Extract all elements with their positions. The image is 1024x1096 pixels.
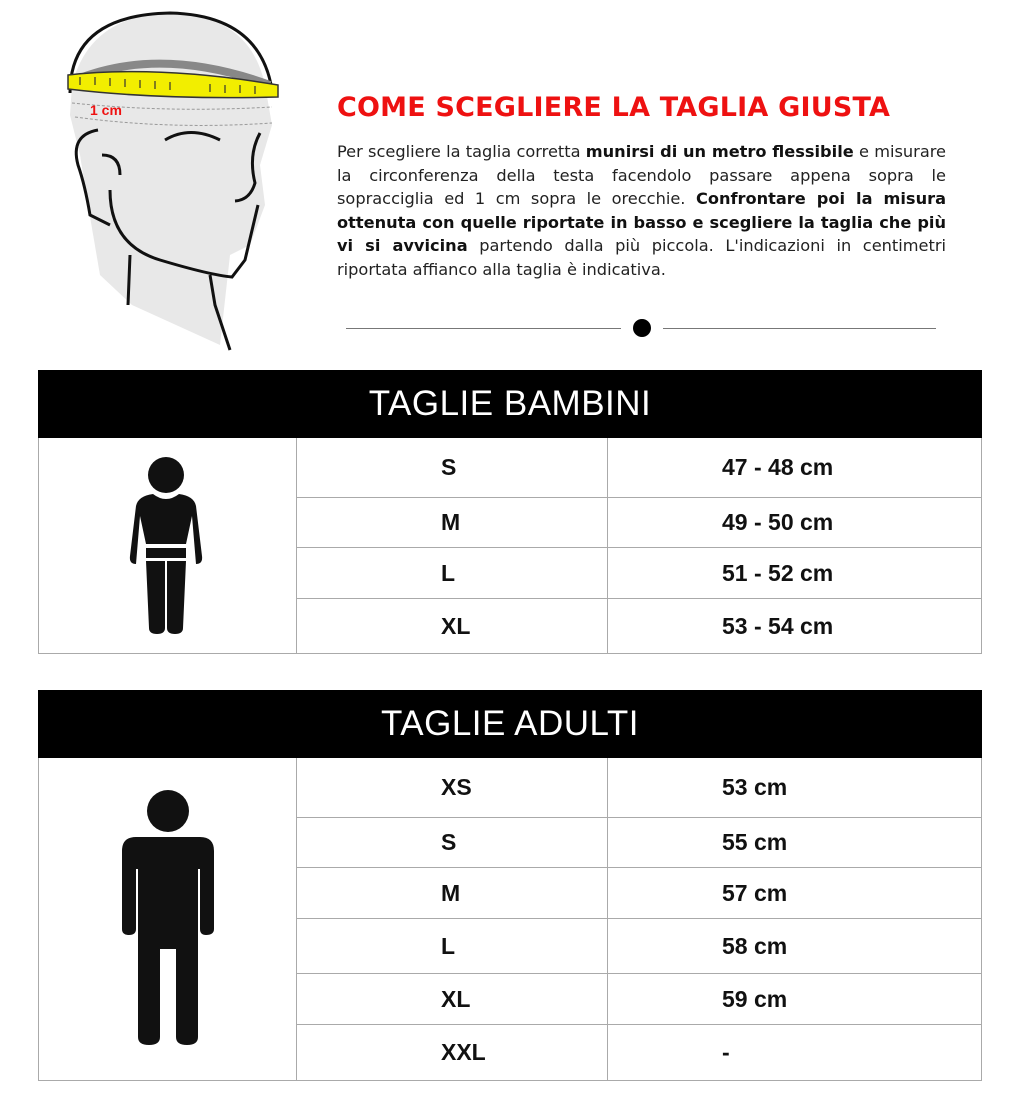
text-segment: Per scegliere la taglia corretta (337, 142, 586, 161)
size-label: L (297, 919, 608, 973)
size-row: L 58 cm (297, 919, 981, 974)
size-measure: 55 cm (722, 829, 788, 855)
size-row: XL 59 cm (297, 974, 981, 1025)
size-row: S 47 - 48 cm (297, 438, 981, 498)
size-row: L 51 - 52 cm (297, 548, 981, 599)
size-row: XL 53 - 54 cm (297, 599, 981, 653)
size-measure: 53 - 54 cm (722, 612, 834, 639)
child-figure-icon (129, 456, 202, 634)
size-measure: 49 - 50 cm (722, 509, 834, 535)
size-measure: 58 cm (722, 932, 788, 959)
size-label: M (297, 868, 608, 918)
size-measure: 53 cm (722, 774, 788, 800)
size-label: XS (297, 758, 608, 817)
size-measure: 57 cm (722, 879, 788, 906)
size-row: S 55 cm (297, 818, 981, 868)
text-segment: e misurare la circonferenza della testa … (337, 142, 946, 209)
bold-text-segment: Confrontare poi la misura ottenuta con q… (337, 189, 946, 256)
instructions-paragraph: Per scegliere la taglia corretta munirsi… (337, 140, 946, 282)
bold-text-segment: munirsi di un metro flessibile (585, 142, 854, 161)
divider (346, 318, 936, 338)
size-label: XXL (297, 1025, 608, 1080)
size-measure: 59 cm (722, 985, 788, 1012)
size-measure: 51 - 52 cm (722, 559, 834, 586)
adult-figure-icon (121, 790, 214, 1045)
divider-dot-icon (633, 319, 651, 337)
one-cm-label: 1 cm (90, 102, 122, 118)
size-row: M 57 cm (297, 868, 981, 919)
size-measure: 47 - 48 cm (722, 454, 834, 480)
adults-size-table: TAGLIE ADULTI XS 53 cm S 55 cm M 57 cm L 58 cm X… (38, 690, 982, 1081)
size-label: S (297, 438, 608, 497)
adults-table-title: TAGLIE ADULTI (38, 690, 982, 758)
page-title: COME SCEGLIERE LA TAGLIA GIUSTA (337, 92, 891, 123)
size-label: XL (297, 974, 608, 1024)
size-label: XL (297, 599, 608, 653)
size-measure: - (722, 1039, 730, 1065)
size-row: M 49 - 50 cm (297, 498, 981, 548)
size-row: XXL - (297, 1025, 981, 1080)
size-label: L (297, 548, 608, 598)
size-label: S (297, 818, 608, 867)
text-segment: partendo dalla più piccola. L'indicazion… (337, 236, 946, 279)
kids-table-title: TAGLIE BAMBINI (38, 370, 982, 438)
size-label: M (297, 498, 608, 547)
head-measurement-illustration: 1 cm (67, 11, 279, 351)
kids-size-table: TAGLIE BAMBINI S 47 - 48 cm M 49 - 50 cm L 51… (38, 370, 982, 654)
size-row: XS 53 cm (297, 758, 981, 818)
